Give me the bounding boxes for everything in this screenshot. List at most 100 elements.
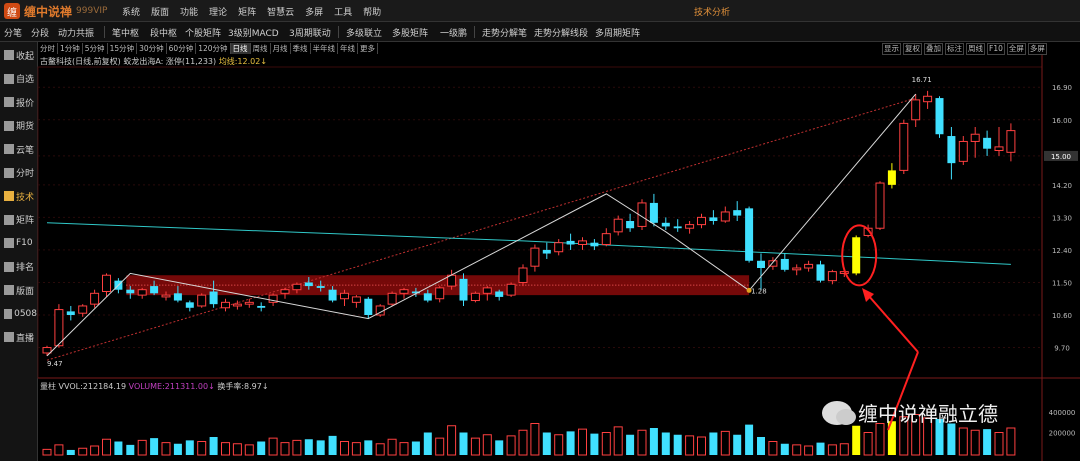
candle[interactable]	[54, 304, 64, 348]
candle[interactable]	[257, 302, 266, 312]
candle[interactable]	[161, 291, 171, 301]
candle[interactable]	[757, 253, 765, 291]
candle[interactable]	[244, 298, 254, 308]
candle[interactable]	[482, 286, 492, 301]
period-tab[interactable]: 月线	[271, 43, 291, 54]
candle[interactable]	[292, 282, 302, 294]
period-tab[interactable]: 更多	[358, 43, 379, 54]
candle[interactable]	[994, 127, 1004, 156]
sidebar-item[interactable]: 技术	[0, 185, 37, 207]
candle[interactable]	[935, 96, 944, 138]
candle[interactable]	[911, 94, 921, 127]
candle[interactable]	[351, 295, 361, 308]
toolbar-item[interactable]: 3级别MACD	[228, 29, 279, 39]
sidebar-item[interactable]: 分时	[0, 162, 37, 184]
candle[interactable]	[435, 286, 445, 303]
period-tab[interactable]: 年线	[338, 43, 359, 54]
candle[interactable]	[983, 130, 992, 156]
candle[interactable]	[78, 304, 88, 317]
candle[interactable]	[328, 286, 337, 303]
candle[interactable]	[613, 215, 623, 236]
menu-item[interactable]: 工具	[334, 8, 353, 18]
sidebar-item[interactable]: 期货	[0, 115, 37, 137]
period-tab[interactable]: 季线	[291, 43, 311, 54]
chart-tool-button[interactable]: 多屏	[1027, 43, 1047, 55]
candle[interactable]	[804, 260, 814, 272]
candle[interactable]	[268, 293, 278, 306]
candle[interactable]	[852, 235, 861, 276]
candle[interactable]	[887, 163, 896, 189]
period-tab[interactable]: 120分钟	[196, 43, 231, 54]
candle[interactable]	[495, 289, 504, 301]
toolbar-item[interactable]: 走势分解线段	[534, 29, 589, 39]
candle[interactable]	[578, 237, 587, 250]
candle[interactable]	[364, 296, 373, 319]
period-tab[interactable]: 分时	[38, 43, 58, 54]
candle[interactable]	[792, 264, 802, 276]
sidebar-item[interactable]: 云笔	[0, 138, 37, 160]
chart-tool-button[interactable]: 显示	[882, 43, 901, 55]
toolbar-item[interactable]: 分笔	[4, 29, 23, 39]
period-tab[interactable]: 1分钟	[58, 43, 83, 54]
candle[interactable]	[958, 136, 968, 165]
candle[interactable]	[542, 242, 551, 259]
candle[interactable]	[459, 273, 468, 306]
sidebar-item[interactable]: 收起	[0, 44, 37, 66]
candle[interactable]	[947, 127, 956, 180]
chart-tool-button[interactable]: 复权	[903, 43, 922, 55]
toolbar-item[interactable]: 一级鹏	[440, 29, 468, 39]
menu-item[interactable]: 版面	[151, 8, 170, 18]
candle[interactable]	[970, 127, 980, 158]
chart-tool-button[interactable]: 叠加	[924, 43, 943, 55]
period-tab[interactable]: 15分钟	[108, 43, 138, 54]
candle[interactable]	[1006, 123, 1016, 162]
sidebar-item[interactable]: 报价	[0, 91, 37, 113]
menu-item[interactable]: 智慧云	[267, 8, 295, 18]
toolbar-item[interactable]: 动力共振	[58, 29, 95, 39]
candle[interactable]	[745, 206, 754, 263]
candle[interactable]	[150, 280, 159, 296]
chart-tool-button[interactable]: 全屏	[1006, 43, 1026, 55]
candle[interactable]	[554, 239, 564, 256]
toolbar-item[interactable]: 多级联立	[346, 29, 383, 39]
candle[interactable]	[685, 221, 695, 234]
sidebar-item[interactable]: 排名	[0, 256, 37, 278]
period-tab[interactable]: 30分钟	[137, 43, 167, 54]
toolbar-item[interactable]: 多周期矩阵	[595, 29, 641, 39]
candle[interactable]	[875, 181, 885, 231]
chart-tool-button[interactable]: 周线	[966, 43, 985, 55]
candle[interactable]	[137, 287, 147, 299]
toolbar-item[interactable]: 走势分解笔	[482, 29, 528, 39]
candle[interactable]	[42, 345, 52, 356]
menu-item[interactable]: 多屏	[305, 8, 324, 18]
candle[interactable]	[340, 289, 349, 306]
candle[interactable]	[90, 289, 100, 308]
candle[interactable]	[387, 291, 397, 306]
candle[interactable]	[470, 291, 480, 303]
candle[interactable]	[66, 305, 75, 321]
candle[interactable]	[518, 264, 528, 287]
sidebar-item[interactable]: 直播	[0, 326, 37, 348]
toolbar-item[interactable]: 个股矩阵	[185, 29, 222, 39]
chart-tool-button[interactable]: 标注	[945, 43, 964, 55]
candle[interactable]	[304, 277, 313, 290]
candle[interactable]	[697, 213, 706, 229]
menu-item[interactable]: 矩阵	[238, 8, 257, 18]
candle[interactable]	[280, 287, 290, 299]
candle[interactable]	[733, 201, 742, 221]
candle[interactable]	[197, 293, 207, 308]
sidebar-item[interactable]: 自选	[0, 68, 37, 90]
candle[interactable]	[185, 300, 194, 312]
period-tab[interactable]: 日线	[230, 43, 251, 54]
period-tab[interactable]: 周线	[251, 43, 271, 54]
candle[interactable]	[423, 289, 432, 303]
candle[interactable]	[827, 269, 837, 285]
candle[interactable]	[102, 273, 111, 297]
sidebar-item[interactable]: F10	[0, 232, 37, 254]
toolbar-item[interactable]: 段中枢	[150, 29, 178, 39]
candle[interactable]	[899, 119, 909, 174]
sidebar-item[interactable]: 版面	[0, 279, 37, 301]
period-tab[interactable]: 半年线	[311, 43, 339, 54]
candle[interactable]	[411, 287, 420, 297]
